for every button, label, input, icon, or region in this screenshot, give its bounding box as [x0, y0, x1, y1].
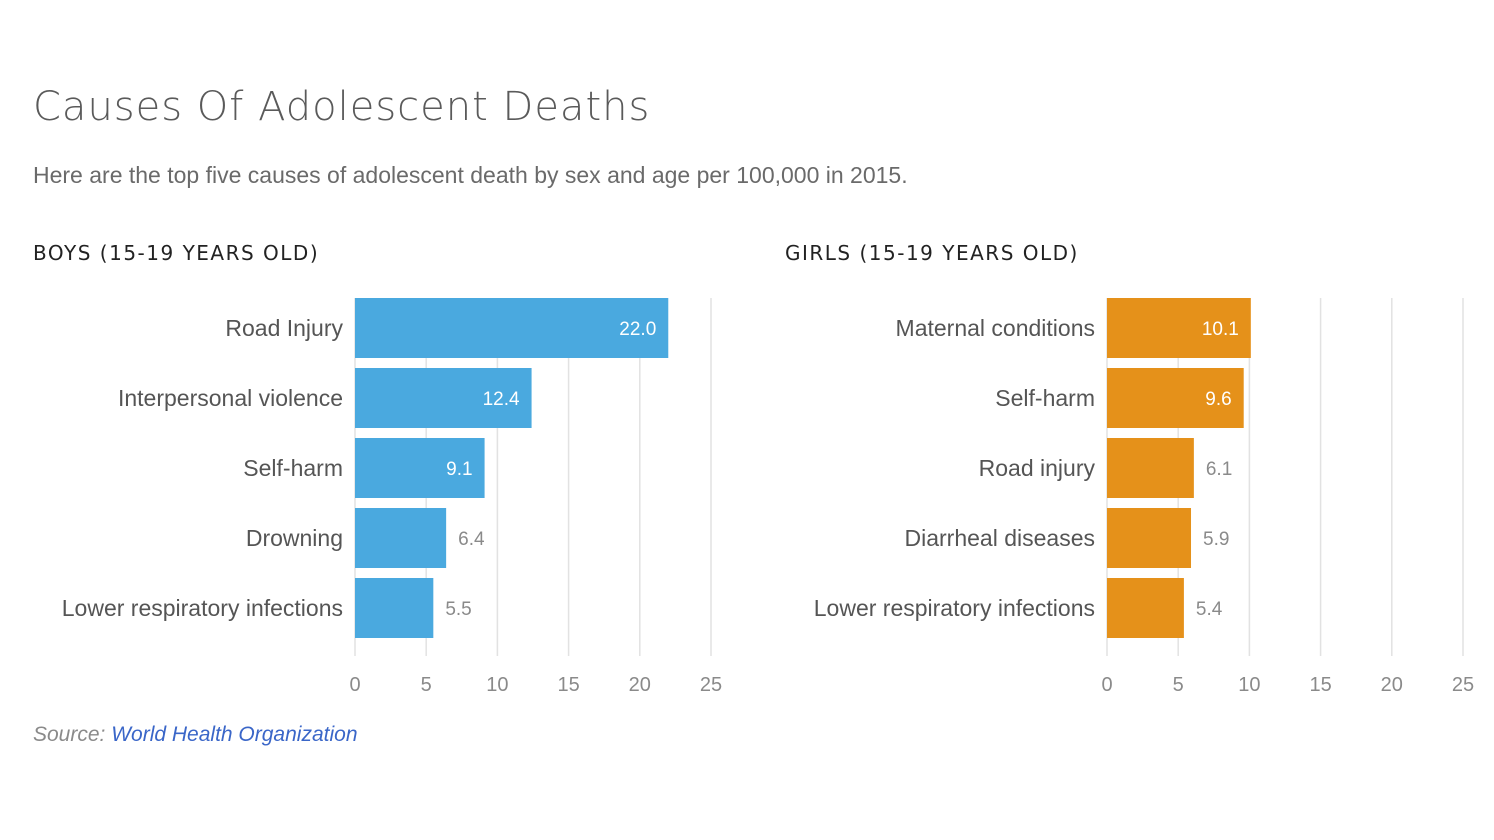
boys-value-label: 22.0: [619, 319, 656, 340]
girls-bar: [1107, 508, 1192, 568]
girls-value-label: 9.6: [1205, 389, 1231, 410]
girls-value-label: 5.4: [1196, 599, 1223, 620]
girls-bar-chart: 0 5 10 15 20 25 Maternal conditions 10.1 Self-ha…: [814, 298, 1474, 696]
girls-category-label: Lower respiratory infections: [814, 595, 1095, 621]
girls-bar: [1107, 368, 1244, 428]
girls-value-label: 6.1: [1206, 459, 1232, 480]
girls-x-tick-label: 20: [1381, 674, 1403, 696]
source-note: Source: World Health Organization: [33, 723, 358, 747]
girls-category-label: Road injury: [979, 455, 1096, 481]
boys-category-label: Lower respiratory infections: [62, 595, 343, 621]
girls-x-tick-label: 25: [1452, 674, 1474, 696]
girls-value-label: 5.9: [1203, 529, 1229, 550]
girls-chart-title: GIRLS (15-19 YEARS OLD): [785, 241, 1079, 265]
boys-value-label: 9.1: [446, 459, 472, 480]
girls-x-tick-label: 15: [1309, 674, 1331, 696]
boys-category-label: Drowning: [246, 525, 343, 551]
girls-bar: [1107, 578, 1184, 638]
boys-category-label: Interpersonal violence: [118, 385, 343, 411]
page-subtitle: Here are the top five causes of adolesce…: [33, 162, 908, 188]
boys-value-label: 12.4: [483, 389, 520, 410]
boys-category-label: Road Injury: [225, 315, 343, 341]
page-title: Causes Of Adolescent Deaths: [33, 84, 651, 130]
girls-category-label: Self-harm: [995, 385, 1095, 411]
boys-x-tick-label: 25: [700, 674, 722, 696]
boys-bar: [355, 298, 669, 358]
boys-bar: [355, 368, 532, 428]
girls-x-tick-label: 10: [1238, 674, 1260, 696]
boys-bar: [355, 508, 447, 568]
boys-chart-title: BOYS (15-19 YEARS OLD): [33, 241, 320, 265]
girls-category-label: Diarrheal diseases: [905, 525, 1095, 551]
boys-bar: [355, 578, 434, 638]
boys-x-tick-label: 5: [421, 674, 432, 696]
boys-x-tick-label: 10: [486, 674, 508, 696]
source-prefix: Source:: [33, 723, 106, 746]
girls-bar: [1107, 298, 1251, 358]
girls-x-tick-label: 5: [1173, 674, 1184, 696]
boys-x-tick-label: 0: [349, 674, 360, 696]
girls-x-tick-label: 0: [1101, 674, 1112, 696]
boys-value-label: 5.5: [445, 599, 471, 620]
girls-category-label: Maternal conditions: [896, 315, 1095, 341]
boys-x-tick-label: 15: [557, 674, 579, 696]
boys-value-label: 6.4: [458, 529, 485, 550]
boys-category-label: Self-harm: [243, 455, 343, 481]
girls-value-label: 10.1: [1202, 319, 1239, 340]
source-link[interactable]: World Health Organization: [111, 723, 358, 746]
girls-bar: [1107, 438, 1194, 498]
boys-bar-chart: 0 5 10 15 20 25 Road Injury 22.0 Interpersonal v…: [62, 298, 722, 696]
boys-x-tick-label: 20: [629, 674, 651, 696]
boys-bar: [355, 438, 485, 498]
